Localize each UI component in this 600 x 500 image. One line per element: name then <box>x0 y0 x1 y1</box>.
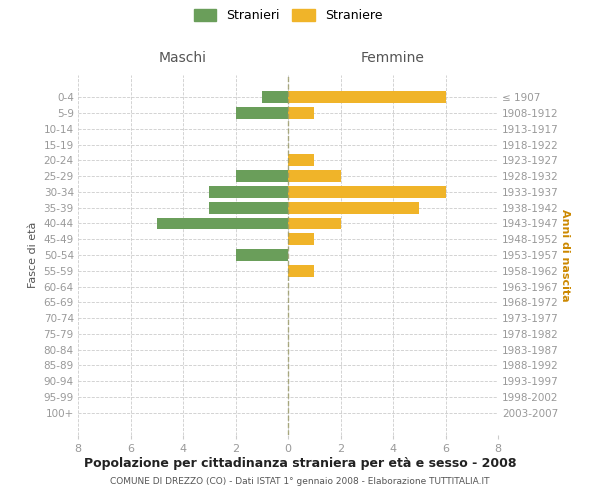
Y-axis label: Fasce di età: Fasce di età <box>28 222 38 288</box>
Text: Popolazione per cittadinanza straniera per età e sesso - 2008: Popolazione per cittadinanza straniera p… <box>84 458 516 470</box>
Bar <box>288 218 341 230</box>
Bar <box>288 265 314 276</box>
Text: COMUNE DI DREZZO (CO) - Dati ISTAT 1° gennaio 2008 - Elaborazione TUTTITALIA.IT: COMUNE DI DREZZO (CO) - Dati ISTAT 1° ge… <box>110 478 490 486</box>
Bar <box>288 92 445 103</box>
Text: Maschi: Maschi <box>159 51 207 65</box>
Bar <box>262 92 288 103</box>
Bar <box>288 234 314 245</box>
Bar <box>288 202 419 213</box>
Bar <box>235 107 288 119</box>
Bar <box>288 154 314 166</box>
Bar <box>209 202 288 213</box>
Bar <box>288 107 314 119</box>
Text: Femmine: Femmine <box>361 51 425 65</box>
Bar <box>288 170 341 182</box>
Bar <box>288 186 445 198</box>
Legend: Stranieri, Straniere: Stranieri, Straniere <box>194 9 382 22</box>
Bar <box>235 170 288 182</box>
Bar <box>157 218 288 230</box>
Bar <box>235 249 288 261</box>
Bar <box>209 186 288 198</box>
Y-axis label: Anni di nascita: Anni di nascita <box>560 208 570 302</box>
